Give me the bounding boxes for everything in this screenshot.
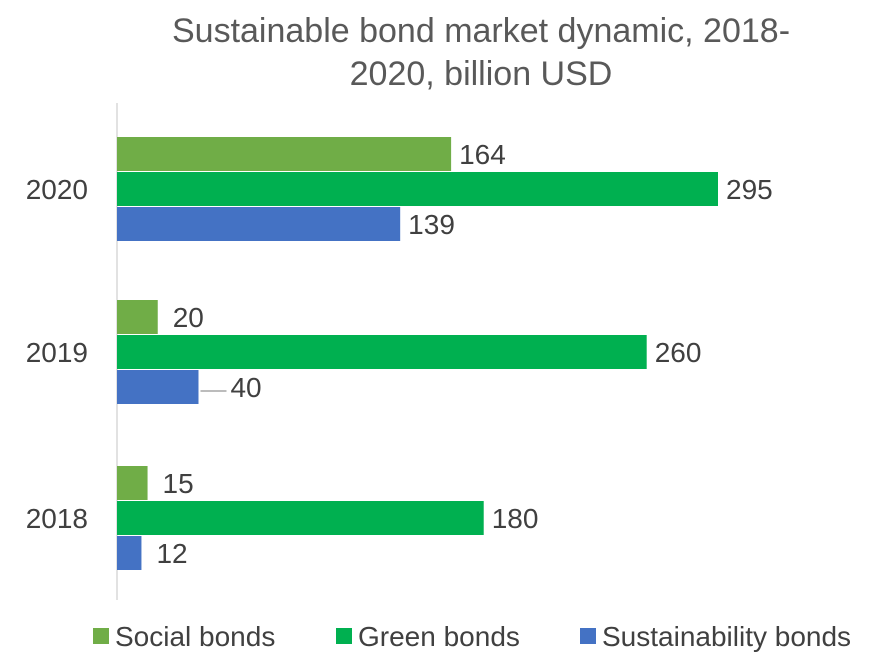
- data-label-green-bonds-2020: 295: [726, 174, 773, 205]
- category-label-2020: 2020: [26, 174, 88, 205]
- legend-label-green-bonds: Green bonds: [358, 621, 520, 652]
- legend-swatch-social-bonds: [93, 628, 109, 644]
- legend-label-social-bonds: Social bonds: [115, 621, 275, 652]
- legend-label-sustainability-bonds: Sustainability bonds: [602, 621, 851, 652]
- category-label-2018: 2018: [26, 503, 88, 534]
- data-label-social-bonds-2018: 15: [163, 468, 194, 499]
- chart-title-line-1: Sustainable bond market dynamic, 2018-: [172, 12, 790, 50]
- chart-title: Sustainable bond market dynamic, 2018- 2…: [172, 12, 790, 93]
- data-label-green-bonds-2018: 180: [492, 503, 539, 534]
- bar-social-bonds-2019: [117, 300, 158, 334]
- data-label-sustainability-bonds-2019: 40: [230, 372, 261, 403]
- data-label-green-bonds-2019: 260: [655, 337, 702, 368]
- bar-sustainability-bonds-2020: [117, 207, 401, 241]
- chart-title-line-2: 2020, billion USD: [350, 55, 613, 93]
- plot-area: 2020 164 295 139 2019 20 260 40 2018 15 180 12: [26, 137, 773, 570]
- bar-green-bonds-2019: [117, 335, 647, 369]
- data-label-sustainability-bonds-2020: 139: [408, 209, 455, 240]
- legend-swatch-green-bonds: [336, 628, 352, 644]
- legend: Social bonds Green bonds Sustainability bo…: [93, 621, 851, 652]
- data-label-social-bonds-2019: 20: [173, 302, 204, 333]
- data-label-sustainability-bonds-2018: 12: [156, 538, 187, 569]
- legend-swatch-sustainability-bonds: [580, 628, 596, 644]
- bar-social-bonds-2018: [117, 466, 148, 500]
- data-label-social-bonds-2020: 164: [459, 139, 506, 170]
- bar-green-bonds-2018: [117, 501, 484, 535]
- bar-sustainability-bonds-2019: [117, 370, 199, 404]
- category-label-2019: 2019: [26, 337, 88, 368]
- bar-sustainability-bonds-2018: [117, 536, 142, 570]
- bar-social-bonds-2020: [117, 137, 452, 171]
- bar-green-bonds-2020: [117, 172, 718, 206]
